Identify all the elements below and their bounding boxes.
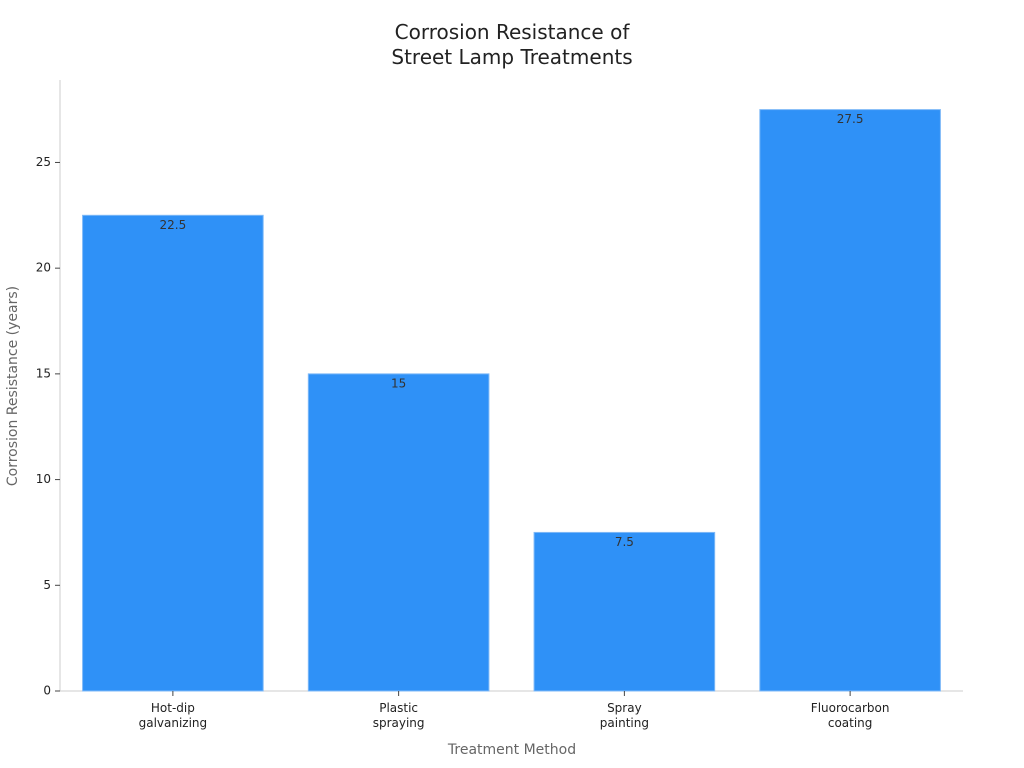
y-tick-label: 5 [43, 578, 51, 592]
x-axis-label: Treatment Method [447, 742, 576, 758]
chart-title: Corrosion Resistance of Street Lamp Treat… [391, 20, 632, 69]
y-tick-label: 25 [36, 155, 51, 169]
bar [307, 373, 490, 692]
y-tick-label: 15 [36, 366, 51, 380]
x-tick-label: Spray painting [600, 701, 649, 730]
x-tick-label: Hot-dip galvanizing [139, 701, 208, 730]
x-tick-label: Plastic spraying [373, 701, 425, 730]
value-label: 15 [391, 376, 406, 390]
x-tick-label: Fluorocarbon coating [811, 701, 890, 730]
bar [82, 214, 264, 692]
y-axis-label: Corrosion Resistance (years) [5, 286, 21, 486]
value-label: 27.5 [837, 112, 864, 126]
y-tick-label: 10 [36, 472, 51, 486]
bar [759, 109, 941, 692]
value-label: 7.5 [615, 535, 634, 549]
bar [533, 531, 716, 692]
y-tick-label: 0 [43, 684, 51, 698]
y-tick-label: 20 [36, 261, 51, 275]
value-label: 22.5 [160, 218, 187, 232]
